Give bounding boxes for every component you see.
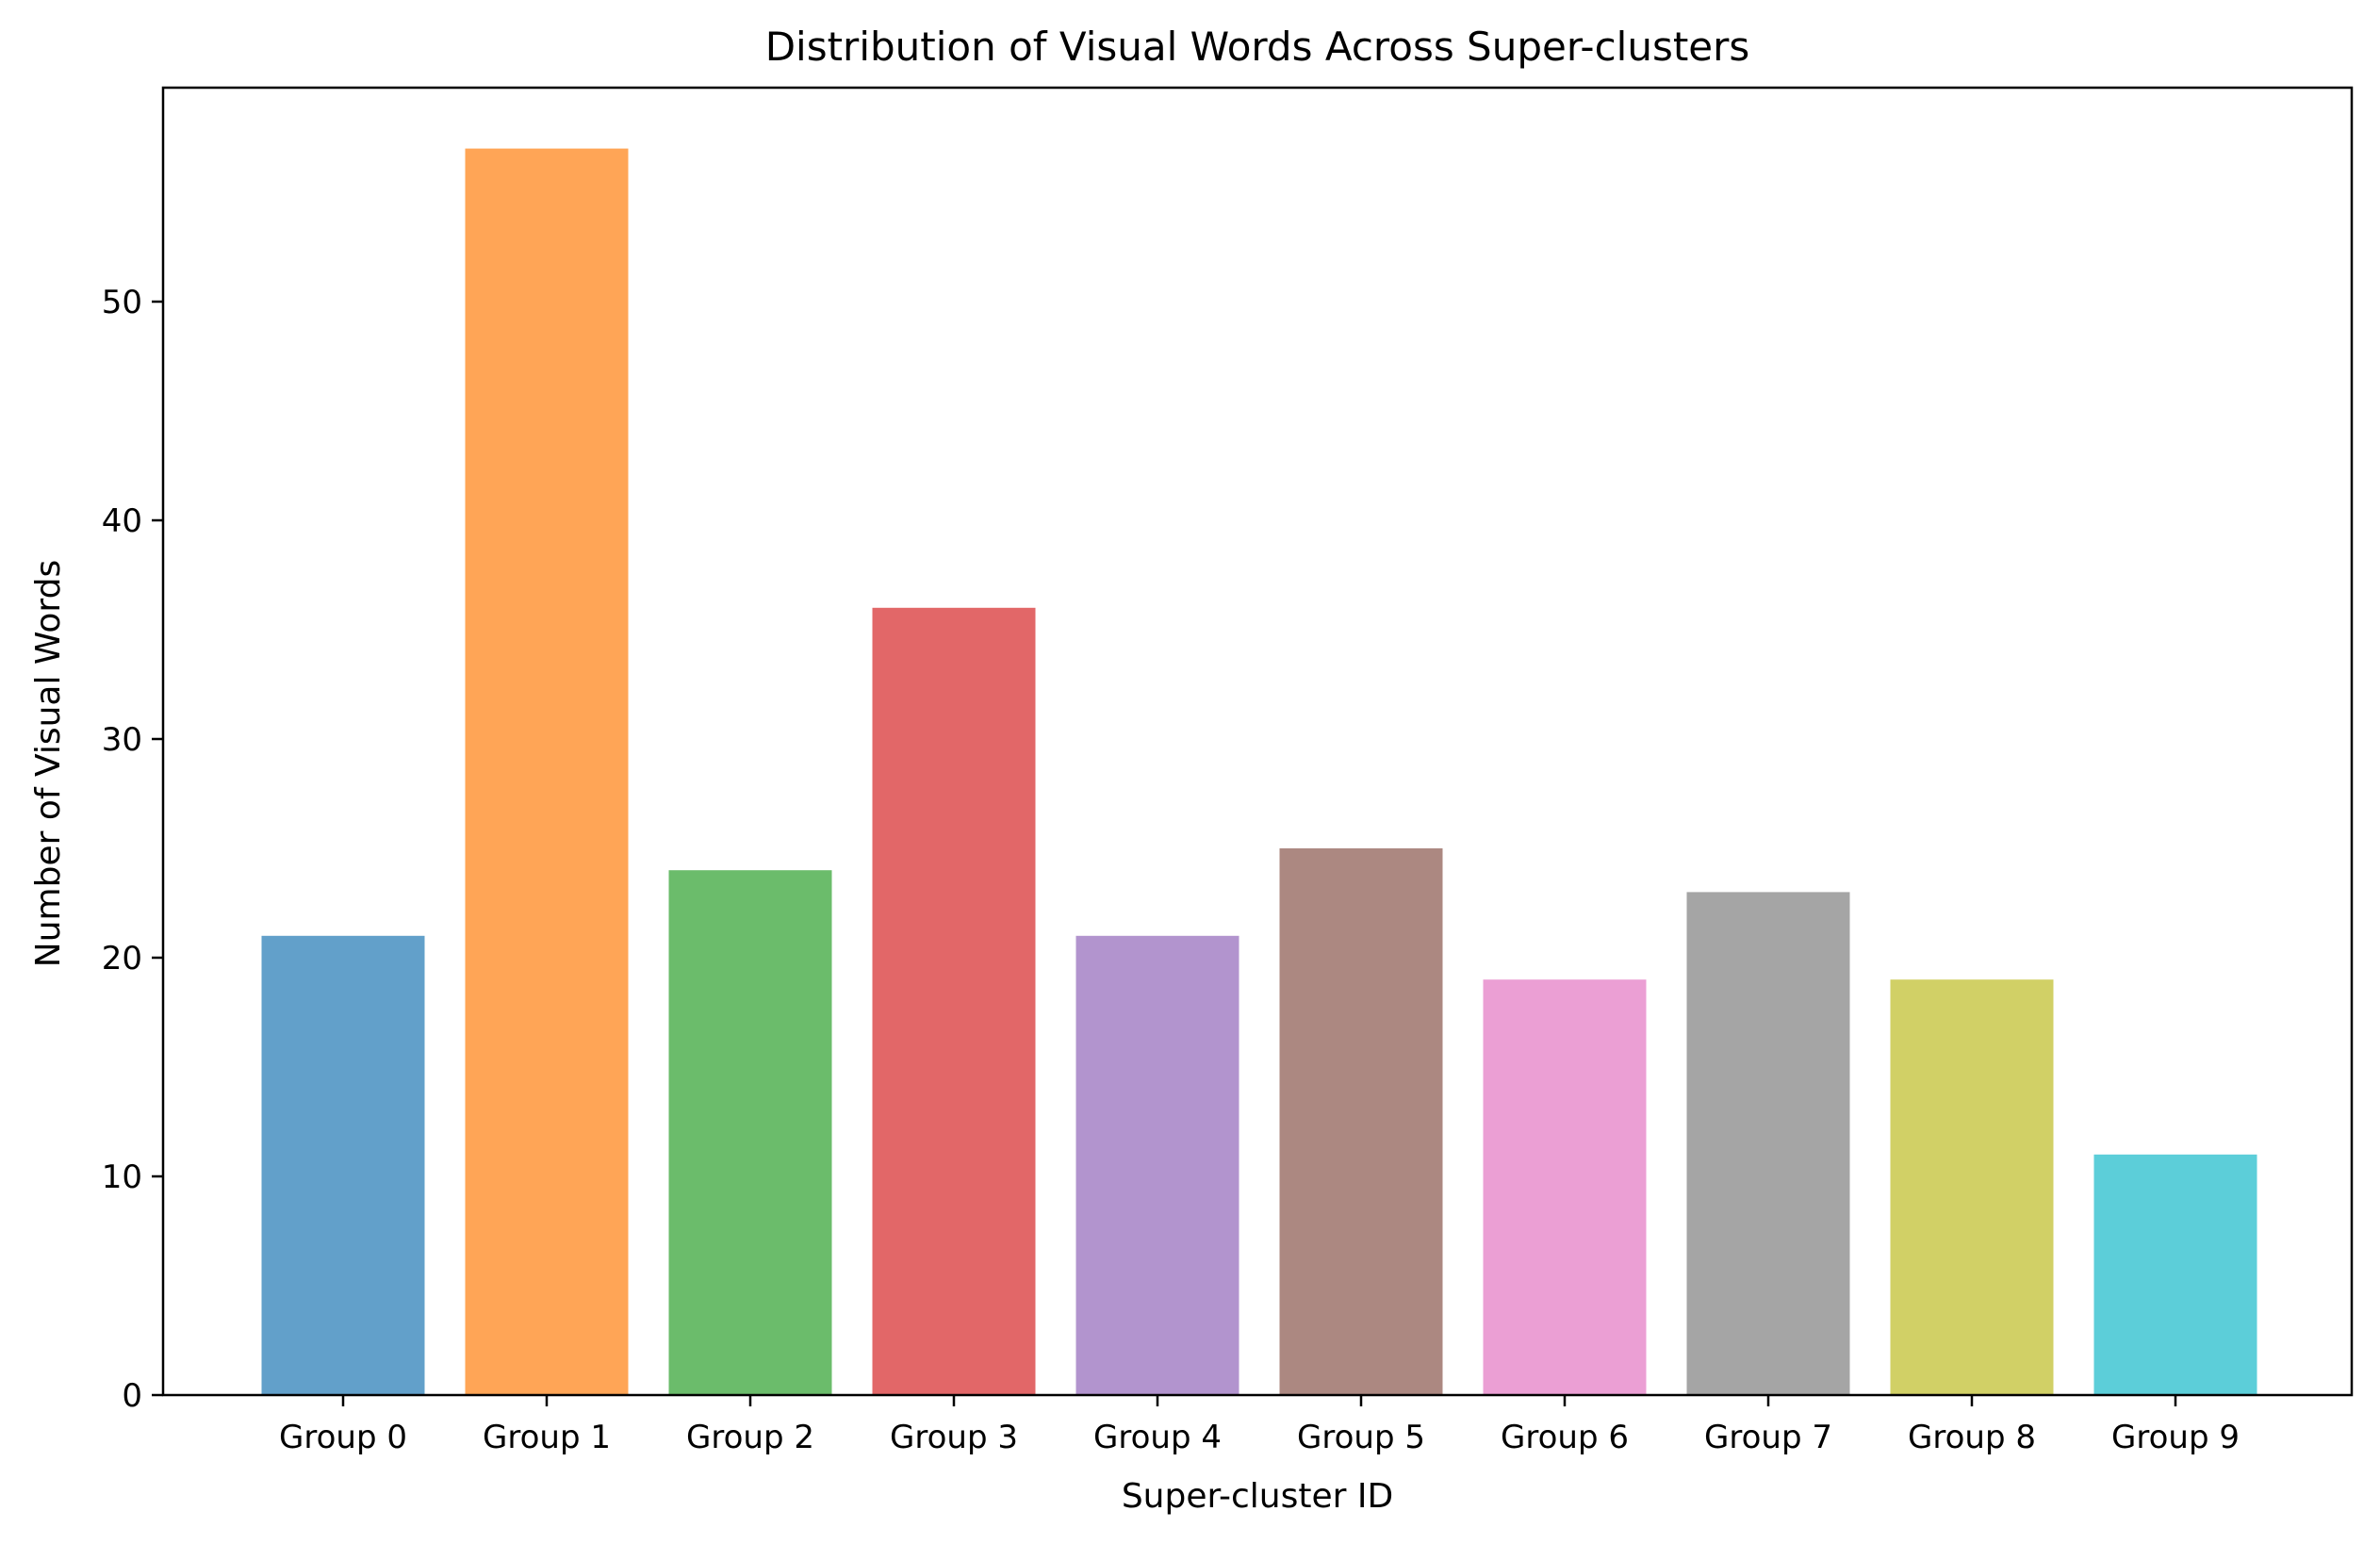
x-tick-label: Group 4 (1093, 1419, 1222, 1456)
plot-area-frame (161, 86, 2354, 1397)
bar-group-3 (872, 607, 1036, 1395)
x-tick-label: Group 0 (279, 1419, 407, 1456)
bar-group-8 (1890, 979, 2054, 1395)
y-tick-label: 10 (102, 1158, 142, 1196)
bars (261, 148, 2257, 1396)
x-tick-label: Group 5 (1297, 1419, 1425, 1456)
x-tick-label: Group 7 (1704, 1419, 1832, 1456)
bar-group-7 (1686, 892, 1850, 1395)
bar-group-2 (668, 870, 832, 1395)
y-tick-label: 50 (102, 284, 142, 321)
x-tick-label: Group 3 (890, 1419, 1018, 1456)
x-axis-label: Super-cluster ID (1122, 1477, 1393, 1516)
x-tick-label: Group 2 (686, 1419, 814, 1456)
x-tick-label: Group 9 (2111, 1419, 2240, 1456)
y-tick-label: 0 (122, 1377, 142, 1415)
chart-title: Distribution of Visual Words Across Supe… (765, 24, 1750, 70)
y-tick-label: 20 (102, 940, 142, 977)
bar-group-6 (1483, 979, 1647, 1395)
bar-group-0 (261, 935, 425, 1395)
x-tick-label: Group 8 (1908, 1419, 2036, 1456)
bar-group-1 (465, 148, 629, 1396)
bar-group-9 (2093, 1154, 2257, 1395)
x-tick-label: Group 1 (483, 1419, 611, 1456)
y-tick-label: 40 (102, 502, 142, 540)
y-axis: 0 10 20 30 40 50 (102, 284, 163, 1415)
x-axis: Group 0 Group 1 Group 2 Group 3 Group 4 Group… (279, 1395, 2240, 1456)
x-tick-label: Group 6 (1501, 1419, 1629, 1456)
y-axis-label: Number of Visual Words (29, 560, 68, 967)
bar-group-5 (1279, 848, 1443, 1395)
y-tick-label: 30 (102, 721, 142, 759)
bar-group-4 (1075, 935, 1239, 1395)
